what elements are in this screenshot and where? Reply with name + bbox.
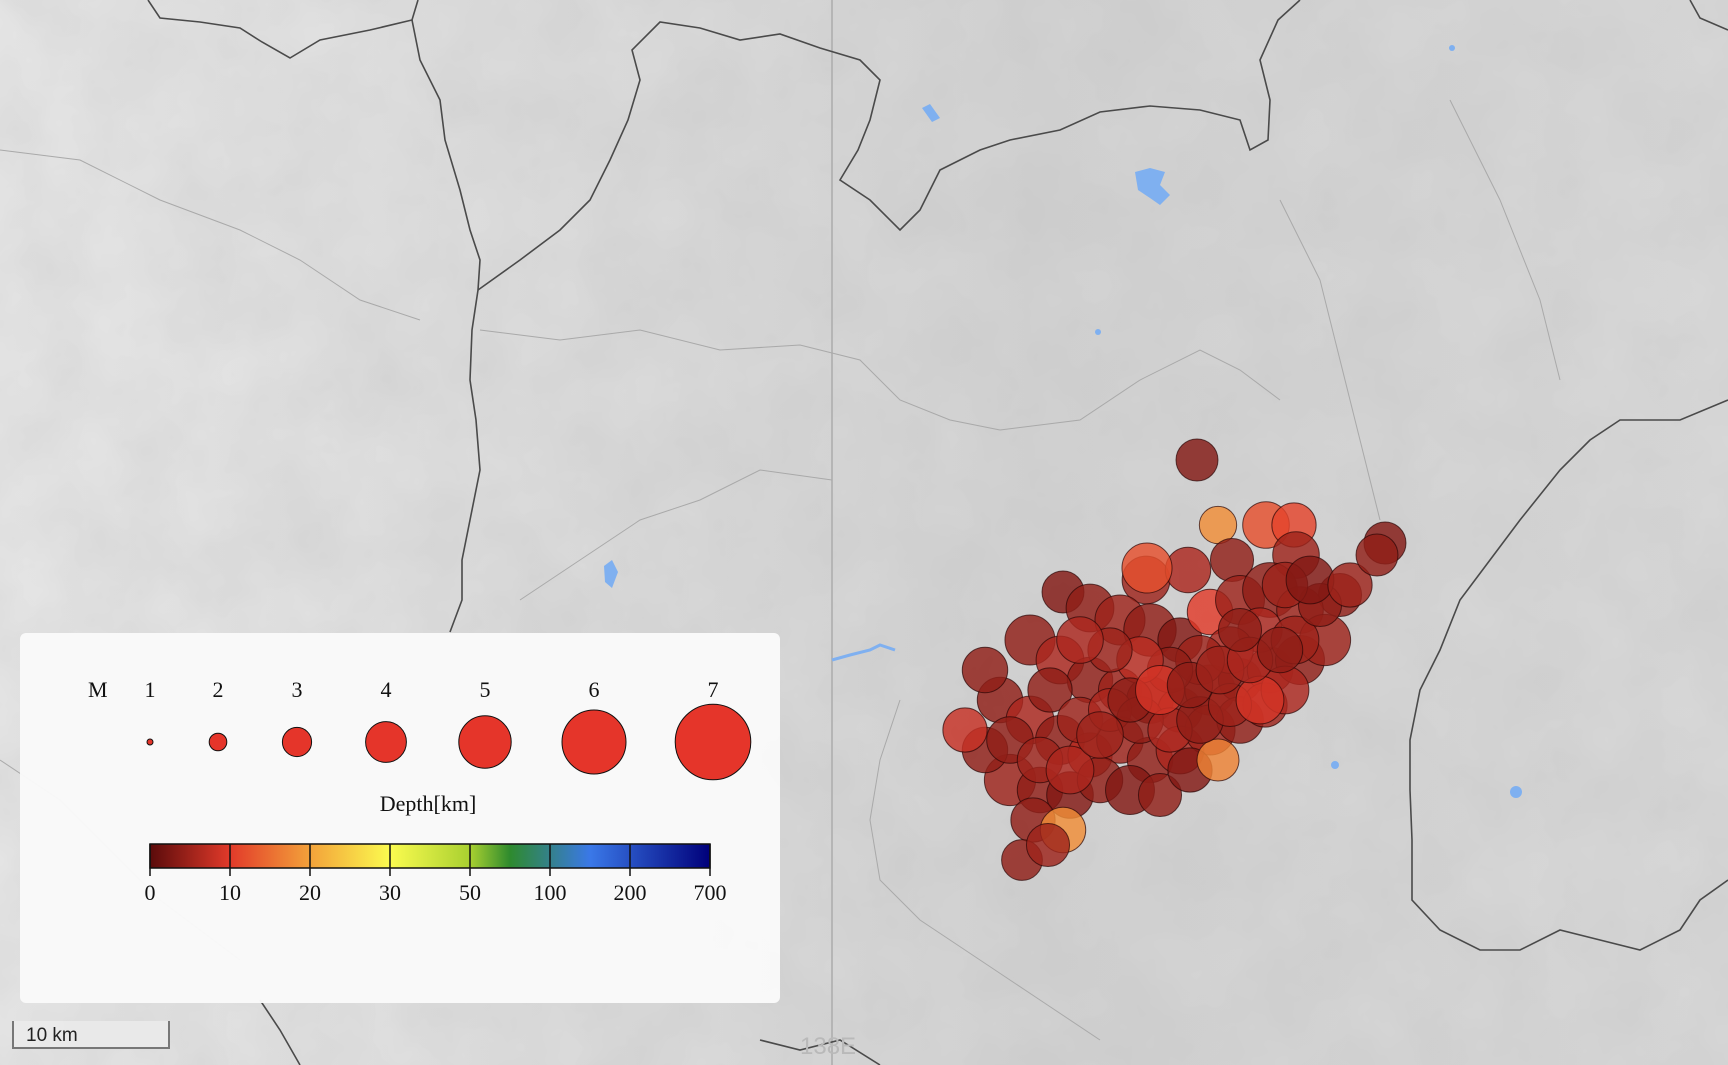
- earthquake-marker[interactable]: [1025, 822, 1071, 868]
- magnitude-labels: 1 2 3 4 5 6 7: [145, 677, 719, 702]
- earthquake-marker[interactable]: [1256, 626, 1304, 674]
- lake: [1135, 168, 1170, 205]
- earthquake-marker[interactable]: [1196, 738, 1240, 782]
- lake: [922, 104, 940, 122]
- lake: [1331, 761, 1339, 769]
- magnitude-title: M: [88, 677, 108, 702]
- lake: [1095, 329, 1101, 335]
- water-bodies: [604, 45, 1522, 798]
- depth-colorbar: [149, 843, 711, 869]
- legend-graphic: M 1 2 3 4 5 6 7 Depth[km] 0 10 20 30 50 100 200 700: [88, 677, 752, 905]
- scale-label: 10 km: [26, 1025, 78, 1046]
- magnitude-symbol: [561, 709, 627, 775]
- earthquake-marker[interactable]: [1027, 667, 1073, 713]
- depth-tick-label: 20: [299, 880, 321, 905]
- earthquake-marker[interactable]: [1056, 616, 1104, 664]
- depth-title: Depth[km]: [380, 791, 477, 816]
- magnitude-symbol: [146, 738, 154, 746]
- earthquake-layer: [942, 438, 1407, 881]
- magnitude-symbol: [365, 721, 407, 763]
- magnitude-symbol: [458, 715, 512, 769]
- earthquake-marker[interactable]: [1235, 675, 1285, 725]
- earthquake-marker[interactable]: [1355, 533, 1399, 577]
- magnitude-label: 4: [381, 677, 392, 702]
- depth-tick-label: 100: [534, 880, 567, 905]
- earthquake-marker[interactable]: [1045, 745, 1095, 795]
- scale-bar: 10 km: [12, 1021, 170, 1049]
- depth-tick-label: 50: [459, 880, 481, 905]
- depth-ticks: 0 10 20 30 50 100 200 700: [145, 844, 727, 905]
- earthquake-marker[interactable]: [1137, 772, 1183, 818]
- earthquake-marker[interactable]: [1327, 562, 1373, 608]
- magnitude-label: 1: [145, 677, 156, 702]
- magnitude-symbol: [208, 732, 228, 752]
- magnitude-label: 3: [292, 677, 303, 702]
- magnitude-label: 2: [213, 677, 224, 702]
- magnitude-symbols: [146, 703, 752, 781]
- magnitude-symbol: [281, 726, 313, 758]
- lake: [604, 560, 618, 588]
- lake: [1449, 45, 1455, 51]
- earthquake-marker[interactable]: [942, 707, 988, 753]
- earthquake-marker[interactable]: [1217, 607, 1263, 653]
- earthquake-marker[interactable]: [1076, 711, 1124, 759]
- earthquake-marker[interactable]: [1285, 555, 1335, 605]
- meridian-label: 138E: [800, 1033, 857, 1060]
- depth-tick-label: 0: [145, 880, 156, 905]
- magnitude-symbol: [674, 703, 752, 781]
- earthquake-marker[interactable]: [961, 646, 1009, 694]
- magnitude-label: 7: [708, 677, 719, 702]
- depth-tick-label: 200: [614, 880, 647, 905]
- depth-tick-label: 700: [694, 880, 727, 905]
- magnitude-label: 6: [589, 677, 600, 702]
- depth-tick-label: 30: [379, 880, 401, 905]
- depth-tick-label: 10: [219, 880, 241, 905]
- river: [831, 643, 896, 662]
- earthquake-marker[interactable]: [1175, 438, 1219, 482]
- magnitude-label: 5: [480, 677, 491, 702]
- admin-boundaries: [147, 0, 1728, 1065]
- earthquake-marker[interactable]: [1121, 542, 1173, 594]
- legend-panel: M 1 2 3 4 5 6 7 Depth[km] 0 10 20 30 50 100 200 700: [20, 633, 780, 1003]
- lake: [1510, 786, 1522, 798]
